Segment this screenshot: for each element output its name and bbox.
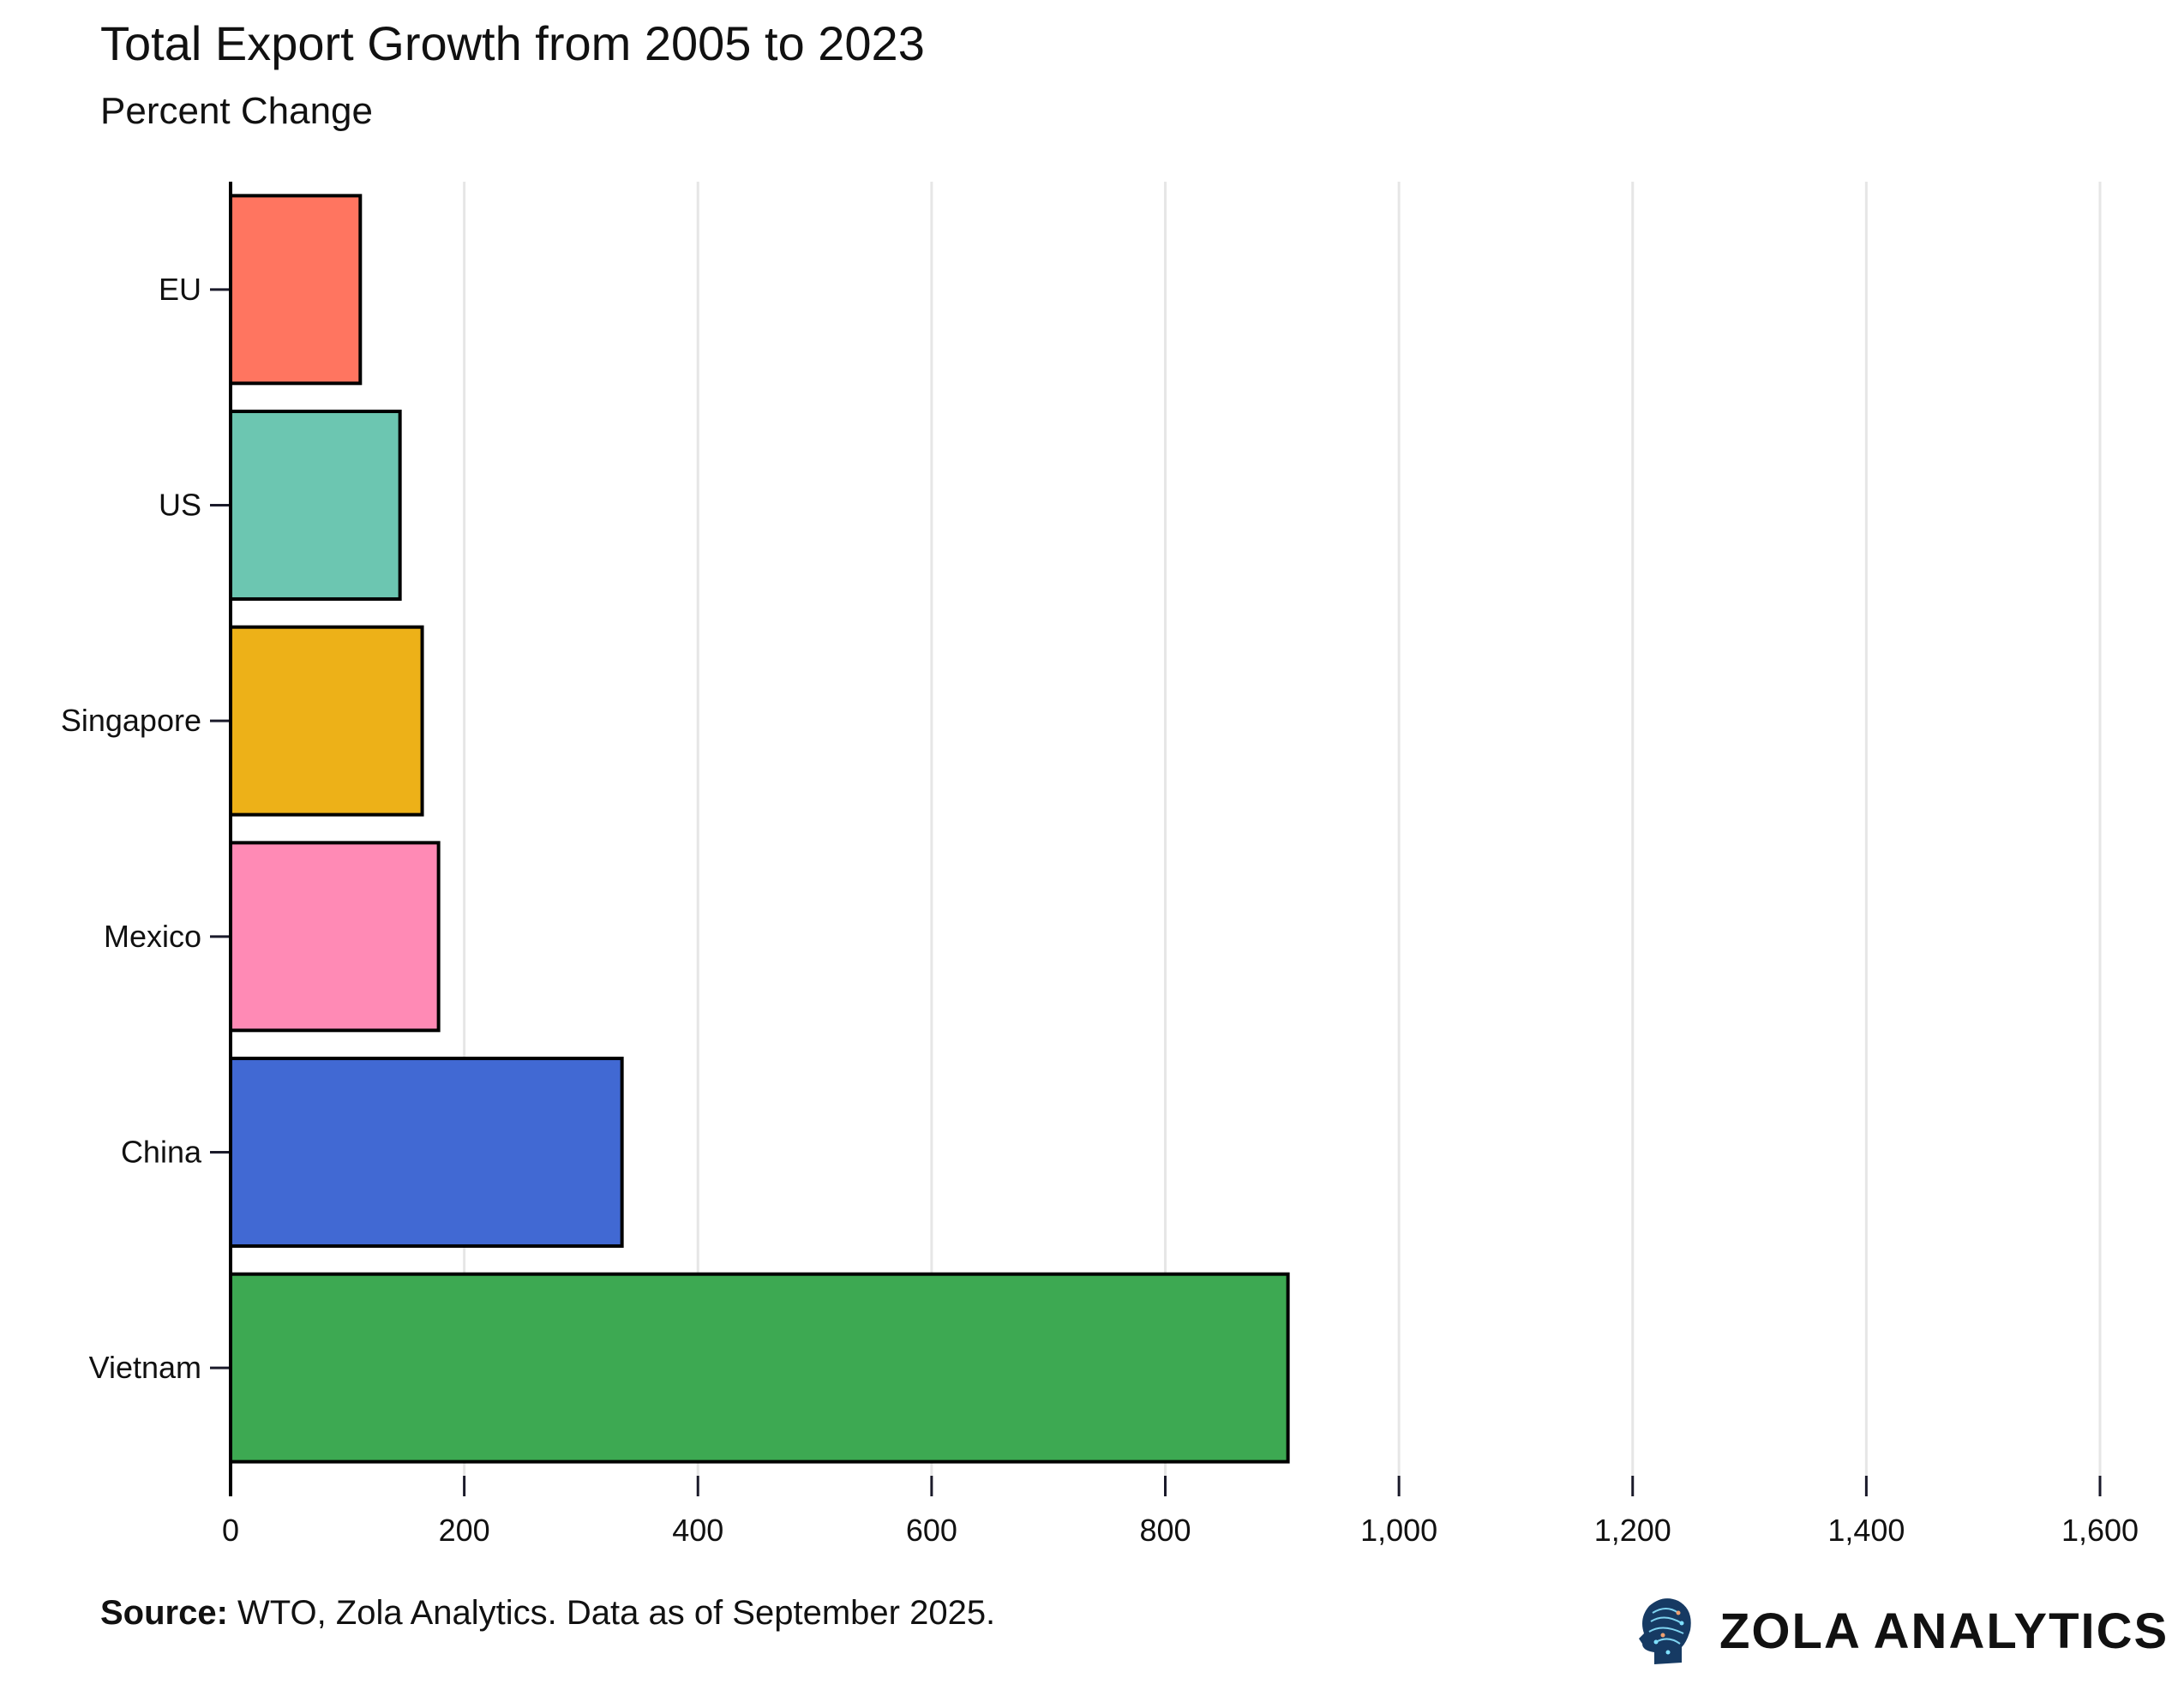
bar-china (229, 1057, 624, 1248)
x-tick-label: 0 (222, 1513, 239, 1548)
x-tick-label: 200 (439, 1513, 490, 1548)
x-tick-label: 800 (1139, 1513, 1191, 1548)
bar-singapore (229, 625, 424, 817)
bars (229, 194, 1290, 1464)
y-tick-label: China (121, 1135, 202, 1170)
source-note: Source: WTO, Zola Analytics. Data as of … (100, 1594, 995, 1633)
x-tick-label: 1,400 (1827, 1513, 1905, 1548)
y-tick-label: Mexico (104, 919, 201, 954)
y-tick-label: Vietnam (89, 1350, 201, 1385)
y-tick-label: US (159, 488, 201, 523)
bar-vietnam (229, 1272, 1290, 1464)
chart-subtitle: Percent Change (100, 90, 373, 132)
bar-us (229, 410, 402, 601)
brand-logo: ZOLA ANALYTICS (1637, 1596, 2169, 1666)
x-tick-label: 1,000 (1360, 1513, 1437, 1548)
bar-eu (229, 194, 363, 386)
bar-mexico (229, 841, 441, 1033)
y-tick-label: EU (159, 272, 201, 307)
chart-title: Total Export Growth from 2005 to 2023 (100, 16, 925, 70)
x-tick-label: 1,600 (2061, 1513, 2139, 1548)
y-tick-label: Singapore (61, 703, 201, 738)
x-tick-label: 1,200 (1594, 1513, 1671, 1548)
source-label: Source: (100, 1594, 228, 1632)
axes: 0 200 400 600 800 1,000 1,200 1,400 1,600 EU US Sin… (61, 182, 2139, 1548)
logo-text: ZOLA ANALYTICS (1719, 1603, 2169, 1659)
head-circuit-icon (1639, 1598, 1691, 1664)
source-text: WTO, Zola Analytics. Data as of Septembe… (227, 1594, 996, 1632)
gridlines (463, 182, 2102, 1476)
x-tick-label: 600 (906, 1513, 957, 1548)
x-tick-label: 400 (672, 1513, 723, 1548)
